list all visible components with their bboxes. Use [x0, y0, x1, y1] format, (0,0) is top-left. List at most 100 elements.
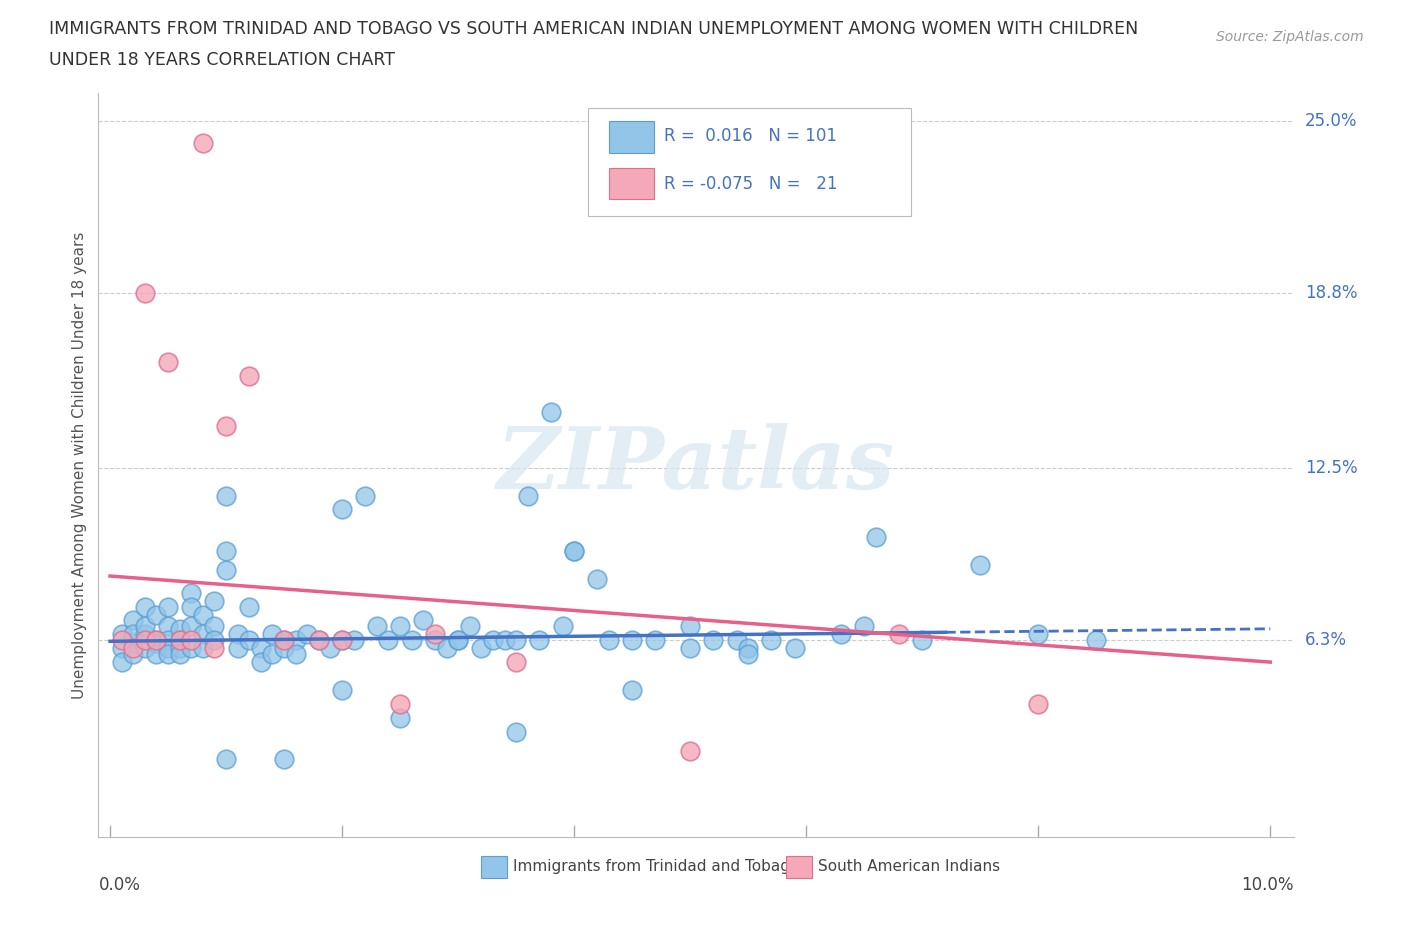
Point: [529, 632, 551, 647]
Point: [389, 697, 412, 711]
Text: Source: ZipAtlas.com: Source: ZipAtlas.com: [1216, 30, 1364, 44]
Point: [122, 635, 145, 650]
Point: [330, 632, 353, 647]
Point: [169, 646, 191, 661]
Text: R =  0.016   N = 101: R = 0.016 N = 101: [664, 127, 837, 145]
Point: [679, 743, 702, 758]
Point: [586, 571, 609, 586]
Point: [262, 646, 284, 661]
Text: South American Indians: South American Indians: [818, 859, 1000, 874]
Point: [389, 618, 412, 633]
Point: [273, 641, 295, 656]
Text: ZIPatlas: ZIPatlas: [496, 423, 896, 507]
Point: [865, 530, 887, 545]
Point: [505, 724, 527, 739]
Bar: [609, 121, 654, 153]
Point: [273, 632, 295, 647]
Point: [412, 613, 434, 628]
Point: [204, 593, 226, 608]
Point: [783, 641, 806, 656]
Point: [215, 563, 238, 578]
Point: [1026, 627, 1049, 642]
Point: [354, 488, 377, 503]
Point: [238, 632, 260, 647]
Point: [644, 632, 666, 647]
Point: [540, 405, 562, 419]
Point: [598, 632, 620, 647]
Point: [389, 711, 412, 725]
Point: [423, 627, 446, 642]
Text: 6.3%: 6.3%: [1305, 631, 1347, 649]
Point: [1085, 632, 1108, 647]
Point: [702, 632, 724, 647]
Y-axis label: Unemployment Among Women with Children Under 18 years: Unemployment Among Women with Children U…: [72, 232, 87, 698]
Point: [134, 618, 156, 633]
Point: [215, 751, 238, 766]
Point: [157, 355, 180, 370]
Point: [111, 655, 134, 670]
Text: R = -0.075   N =   21: R = -0.075 N = 21: [664, 175, 837, 193]
Point: [204, 632, 226, 647]
Point: [284, 646, 307, 661]
Point: [737, 641, 759, 656]
Point: [169, 632, 191, 647]
Point: [447, 632, 470, 647]
Point: [505, 655, 527, 670]
Point: [401, 632, 423, 647]
Point: [273, 632, 295, 647]
Point: [621, 632, 644, 647]
Text: 0.0%: 0.0%: [98, 876, 141, 894]
Bar: [786, 856, 811, 878]
Point: [122, 641, 145, 656]
Point: [145, 632, 167, 647]
Point: [134, 632, 156, 647]
Point: [122, 646, 145, 661]
Point: [308, 632, 330, 647]
Point: [180, 641, 202, 656]
FancyBboxPatch shape: [589, 108, 911, 216]
Point: [250, 641, 273, 656]
Point: [436, 641, 458, 656]
Point: [330, 632, 353, 647]
Point: [470, 641, 492, 656]
Point: [157, 618, 180, 633]
Point: [215, 418, 238, 433]
Bar: [609, 168, 654, 199]
Point: [169, 632, 191, 647]
Point: [226, 641, 249, 656]
Point: [562, 544, 585, 559]
Point: [330, 502, 353, 517]
Point: [377, 632, 399, 647]
Point: [366, 618, 388, 633]
Point: [737, 646, 759, 661]
Point: [1026, 697, 1049, 711]
Point: [551, 618, 574, 633]
Bar: [481, 856, 508, 878]
Point: [169, 621, 191, 636]
Point: [262, 627, 284, 642]
Point: [157, 646, 180, 661]
Text: 25.0%: 25.0%: [1305, 112, 1357, 130]
Point: [505, 632, 527, 647]
Point: [297, 627, 319, 642]
Point: [482, 632, 505, 647]
Point: [111, 627, 134, 642]
Point: [191, 136, 214, 151]
Point: [238, 599, 260, 614]
Point: [308, 632, 330, 647]
Point: [204, 641, 226, 656]
Point: [458, 618, 481, 633]
Point: [134, 641, 156, 656]
Point: [134, 599, 156, 614]
Point: [111, 632, 134, 647]
Point: [853, 618, 876, 633]
Point: [494, 632, 516, 647]
Point: [145, 635, 167, 650]
Point: [180, 632, 202, 647]
Point: [157, 641, 180, 656]
Point: [273, 751, 295, 766]
Point: [562, 544, 585, 559]
Point: [145, 646, 167, 661]
Point: [180, 618, 202, 633]
Point: [180, 585, 202, 600]
